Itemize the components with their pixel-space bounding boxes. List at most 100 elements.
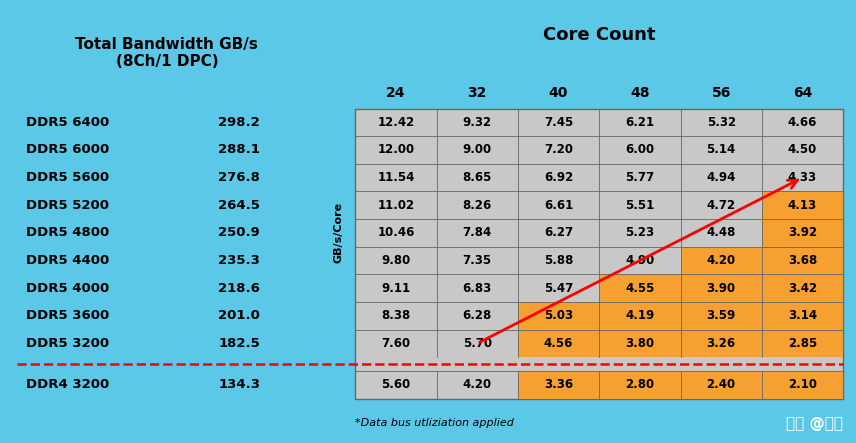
Bar [762,219,843,247]
Text: 5.77: 5.77 [625,171,655,184]
Bar [681,330,762,357]
Text: 12.00: 12.00 [377,144,414,156]
Text: DDR5 6000: DDR5 6000 [26,144,109,156]
Text: 56: 56 [711,86,731,100]
Bar [762,274,843,302]
Text: 8.26: 8.26 [462,199,492,212]
Text: 8.65: 8.65 [462,171,492,184]
Text: 40: 40 [549,86,568,100]
Bar [599,371,681,399]
Text: 9.11: 9.11 [381,282,411,295]
Bar [762,191,843,219]
Text: 218.6: 218.6 [218,282,260,295]
Text: 3.14: 3.14 [788,309,817,323]
Text: 235.3: 235.3 [218,254,260,267]
Text: 6.83: 6.83 [462,282,492,295]
Text: 2.85: 2.85 [788,337,817,350]
Text: *Data bus utliziation applied: *Data bus utliziation applied [355,418,514,428]
Bar [762,302,843,330]
Text: DDR4 3200: DDR4 3200 [26,378,109,391]
Text: 6.27: 6.27 [544,226,574,239]
Text: 5.03: 5.03 [544,309,574,323]
Bar [518,371,599,399]
Bar [599,330,681,357]
Text: 9.00: 9.00 [462,144,492,156]
Text: 9.80: 9.80 [381,254,411,267]
Bar [518,330,599,357]
Text: 5.14: 5.14 [706,144,736,156]
Text: 2.10: 2.10 [788,378,817,391]
Text: 288.1: 288.1 [218,144,260,156]
Text: 298.2: 298.2 [218,116,260,129]
Text: 3.36: 3.36 [544,378,574,391]
Text: Total Bandwidth GB/s
(8Ch/1 DPC): Total Bandwidth GB/s (8Ch/1 DPC) [75,37,259,70]
Bar [599,302,681,330]
Text: 4.72: 4.72 [706,199,736,212]
Text: 134.3: 134.3 [218,378,260,391]
Text: DDR5 3200: DDR5 3200 [26,337,109,350]
Text: 3.92: 3.92 [788,226,817,239]
Bar [681,302,762,330]
Bar [355,109,843,399]
Text: 3.68: 3.68 [788,254,817,267]
Bar [681,247,762,274]
Text: 6.61: 6.61 [544,199,574,212]
Text: 4.56: 4.56 [544,337,574,350]
Text: DDR5 5200: DDR5 5200 [26,199,109,212]
Text: 10.46: 10.46 [377,226,414,239]
Text: 201.0: 201.0 [218,309,260,323]
Text: 12.42: 12.42 [377,116,414,129]
Text: 4.33: 4.33 [788,171,817,184]
Text: 2.80: 2.80 [625,378,655,391]
Text: 4.13: 4.13 [788,199,817,212]
Text: 5.47: 5.47 [544,282,574,295]
Text: 4.66: 4.66 [788,116,817,129]
Text: 7.60: 7.60 [381,337,411,350]
Text: 5.51: 5.51 [625,199,655,212]
Text: 2.40: 2.40 [706,378,736,391]
Text: 5.23: 5.23 [625,226,655,239]
Bar [762,247,843,274]
Text: 5.32: 5.32 [706,116,736,129]
Text: DDR5 4000: DDR5 4000 [26,282,109,295]
Text: 264.5: 264.5 [218,199,260,212]
Text: 4.90: 4.90 [625,254,655,267]
Text: GB/s/Core: GB/s/Core [333,202,343,264]
Bar [681,371,762,399]
Text: 6.00: 6.00 [625,144,655,156]
Text: 5.88: 5.88 [544,254,574,267]
Bar [599,274,681,302]
Text: 7.84: 7.84 [462,226,492,239]
Bar [518,302,599,330]
Text: 7.35: 7.35 [462,254,492,267]
Text: 11.54: 11.54 [377,171,414,184]
Text: 6.21: 6.21 [625,116,655,129]
Text: 276.8: 276.8 [218,171,260,184]
Text: 6.28: 6.28 [462,309,492,323]
Text: 64: 64 [793,86,812,100]
Text: 6.92: 6.92 [544,171,574,184]
Bar [762,330,843,357]
Text: 4.20: 4.20 [462,378,492,391]
Text: 3.90: 3.90 [706,282,736,295]
Text: DDR5 4400: DDR5 4400 [26,254,109,267]
Text: 5.60: 5.60 [381,378,411,391]
Text: 4.50: 4.50 [788,144,817,156]
Text: 250.9: 250.9 [218,226,260,239]
Text: 11.02: 11.02 [377,199,414,212]
Text: DDR5 4800: DDR5 4800 [26,226,109,239]
Text: 32: 32 [467,86,487,100]
Text: 4.20: 4.20 [706,254,736,267]
Bar [762,371,843,399]
Text: 3.59: 3.59 [706,309,736,323]
Text: 7.20: 7.20 [544,144,573,156]
Text: 7.45: 7.45 [544,116,574,129]
Text: 4.55: 4.55 [625,282,655,295]
Text: Core Count: Core Count [543,27,656,44]
Text: 3.42: 3.42 [788,282,817,295]
Text: 5.70: 5.70 [462,337,492,350]
Text: 3.80: 3.80 [625,337,655,350]
Text: 知乎 @老狼: 知乎 @老狼 [786,416,843,431]
Bar [681,274,762,302]
Text: 182.5: 182.5 [218,337,260,350]
